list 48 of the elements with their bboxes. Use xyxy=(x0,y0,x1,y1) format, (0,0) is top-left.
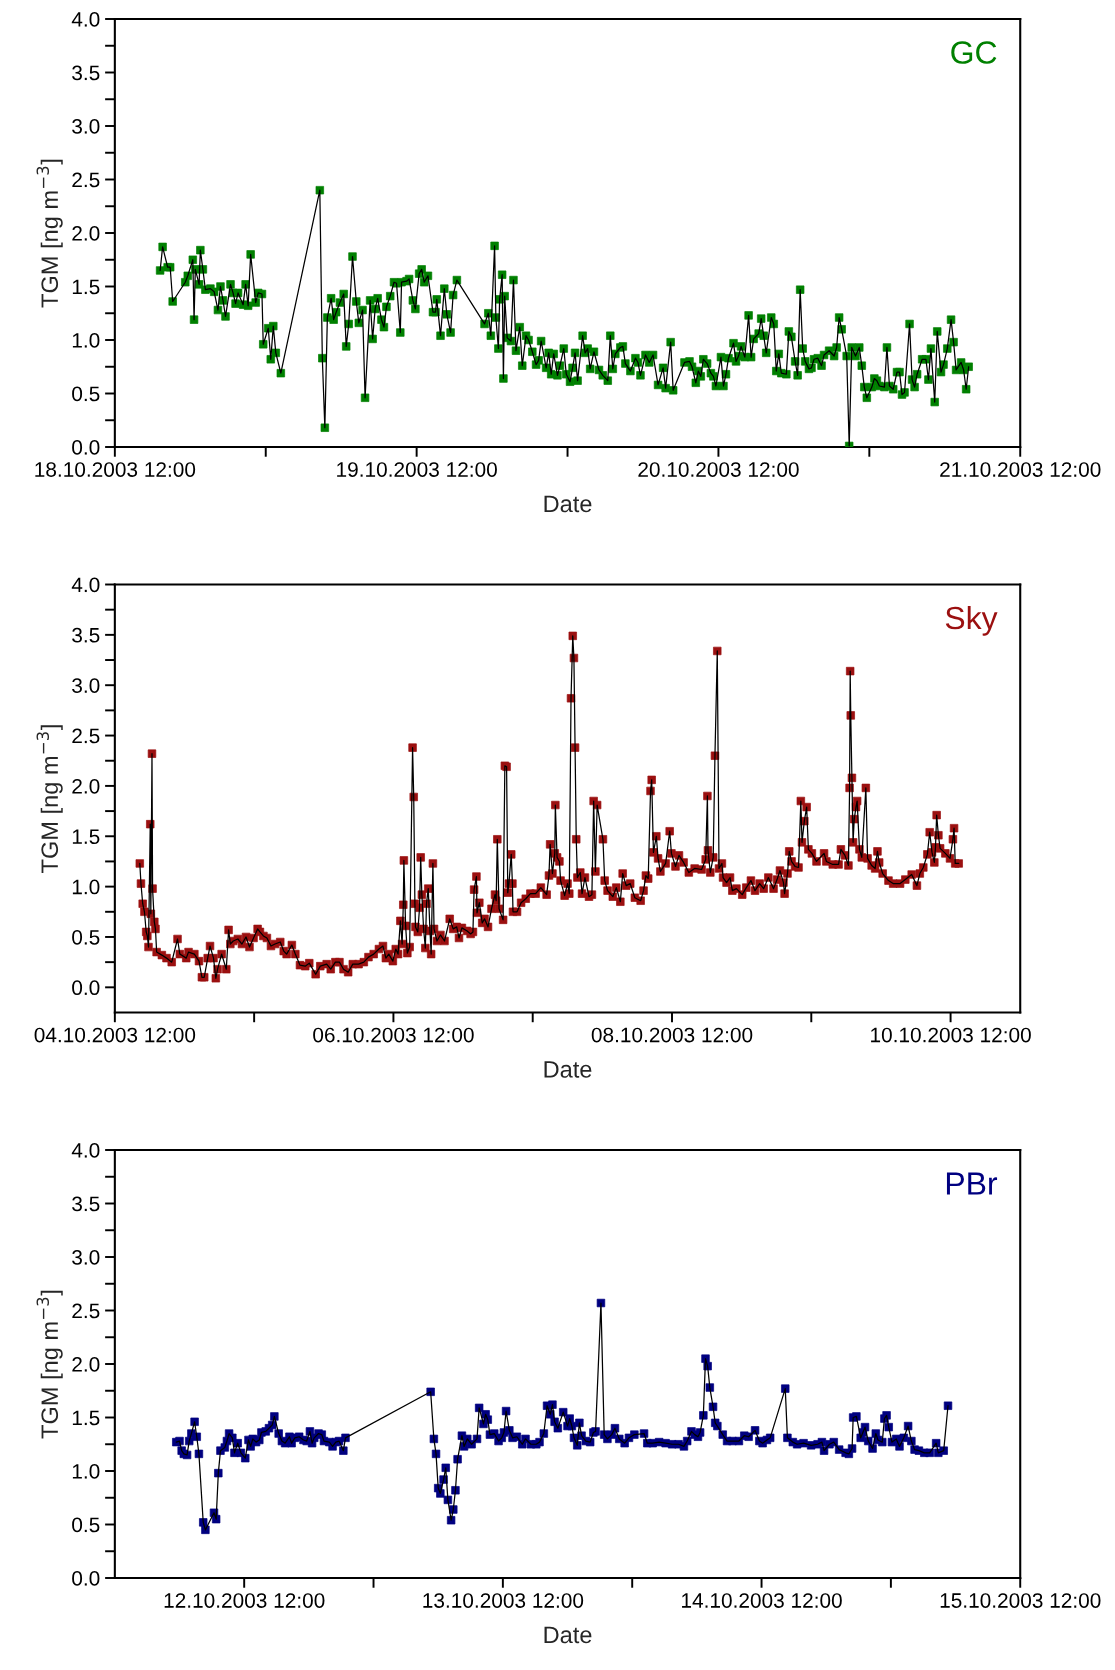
text: GC xyxy=(951,41,997,64)
y-tick-label: 3.0 xyxy=(72,119,100,134)
y-axis-title: TGM [ng m$^{−3}$] xyxy=(36,159,63,308)
y-tick-label: 2.5 xyxy=(72,1303,100,1319)
text: PBr xyxy=(946,1172,998,1195)
y-tick-label: 2.5 xyxy=(72,172,100,188)
y-tick-label: 4.0 xyxy=(71,1143,100,1158)
y-tick-label: 3.0 xyxy=(72,678,100,693)
x-axis-title: Date xyxy=(544,1061,592,1078)
y-tick-label: 4.0 xyxy=(71,577,100,593)
x-tick-label: 18.10.2003 12:00 xyxy=(35,462,196,477)
y-tick-label: 0.0 xyxy=(72,1571,100,1586)
y-axis-title: TGM [ng m$^{−3}$] xyxy=(36,1290,63,1439)
y-tick-label: 4.0 xyxy=(71,12,100,27)
x-tick-label: 15.10.2003 12:00 xyxy=(940,1593,1101,1608)
x-axis-title: Date xyxy=(544,495,592,513)
x-tick-label: 14.10.2003 12:00 xyxy=(682,1593,842,1608)
x-tick-label: 20.10.2003 12:00 xyxy=(638,462,799,477)
y-tick-label: 2.0 xyxy=(72,778,100,794)
x-tick-label: 19.10.2003 12:00 xyxy=(337,462,497,477)
y-tick-label: 3.5 xyxy=(72,65,100,81)
y-tick-label: 2.0 xyxy=(72,226,100,241)
text: Sky xyxy=(945,605,998,636)
y-tick-label: 0.5 xyxy=(72,386,100,402)
y-axis-title: TGM [ng m$^{−3}$] xyxy=(36,725,63,873)
x-tick-label: 04.10.2003 12:00 xyxy=(34,1027,196,1043)
y-tick-label: 0.5 xyxy=(72,1517,100,1533)
x-axis-title: Date xyxy=(544,1626,592,1644)
y-tick-label: 0.5 xyxy=(72,929,100,945)
x-tick-label: 06.10.2003 12:00 xyxy=(313,1027,474,1043)
y-tick-label: 1.0 xyxy=(72,1464,100,1479)
y-tick-label: 0.0 xyxy=(72,440,100,455)
y-tick-label: 0.0 xyxy=(72,980,100,996)
x-tick-label: 21.10.2003 12:00 xyxy=(940,462,1101,477)
y-tick-label: 3.5 xyxy=(72,627,100,643)
y-tick-label: 1.0 xyxy=(72,333,100,348)
x-tick-label: 12.10.2003 12:00 xyxy=(164,1593,325,1608)
x-tick-label: 08.10.2003 12:00 xyxy=(591,1027,753,1043)
y-tick-label: 2.5 xyxy=(72,728,100,744)
x-tick-label: 10.10.2003 12:00 xyxy=(871,1027,1031,1043)
x-tick-label: 13.10.2003 12:00 xyxy=(423,1593,584,1608)
y-tick-label: 3.5 xyxy=(72,1196,100,1212)
y-tick-label: 1.5 xyxy=(72,829,100,845)
y-tick-label: 3.0 xyxy=(72,1250,100,1265)
y-tick-label: 1.5 xyxy=(72,279,100,295)
y-tick-label: 1.0 xyxy=(72,879,100,895)
y-tick-label: 2.0 xyxy=(72,1357,100,1372)
y-tick-label: 1.5 xyxy=(72,1410,100,1426)
